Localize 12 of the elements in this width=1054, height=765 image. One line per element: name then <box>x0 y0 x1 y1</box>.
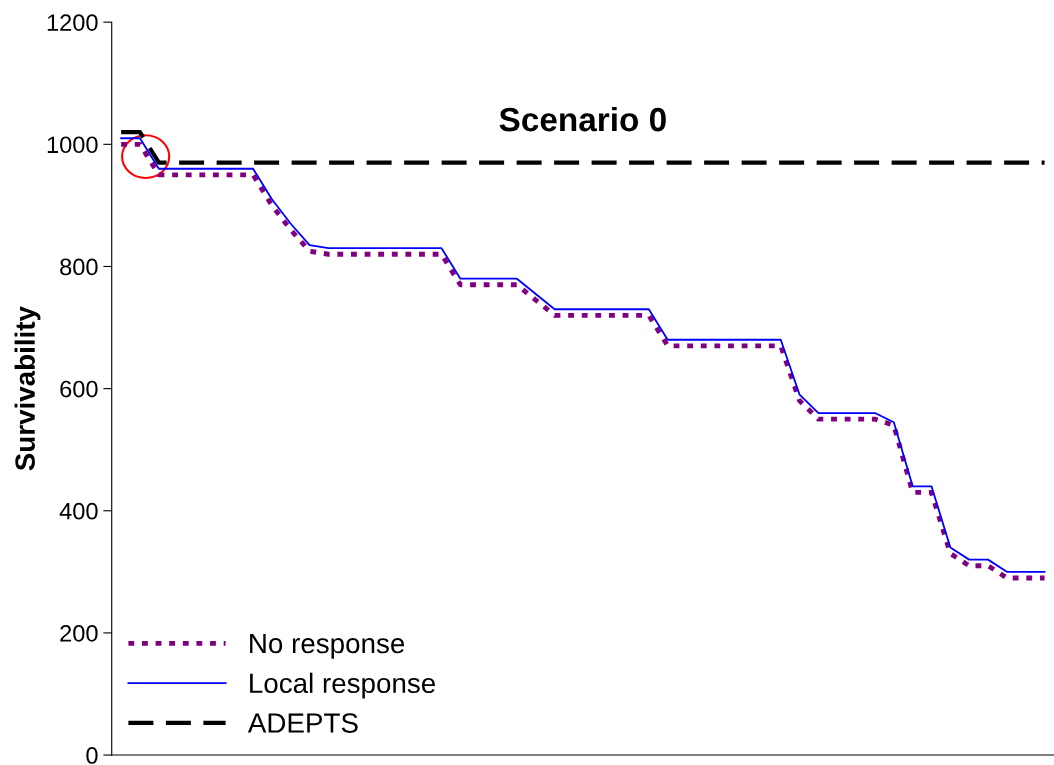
y-tick-label: 600 <box>60 380 98 398</box>
y-tick-label: 800 <box>60 258 98 276</box>
legend-label: ADEPTS <box>247 713 358 733</box>
legend-label: No response <box>250 633 405 659</box>
y-tick-label: 1000 <box>47 136 98 154</box>
text: Scenario 0 <box>499 106 666 132</box>
y-tick-label: 1200 <box>47 14 98 31</box>
legend-label: Local response <box>250 672 435 699</box>
y-tick-label: 400 <box>59 502 98 520</box>
y-tick-label: 200 <box>60 624 98 642</box>
y-axis-title: Survivability <box>14 306 41 471</box>
y-tick-label: 0 <box>86 747 98 764</box>
